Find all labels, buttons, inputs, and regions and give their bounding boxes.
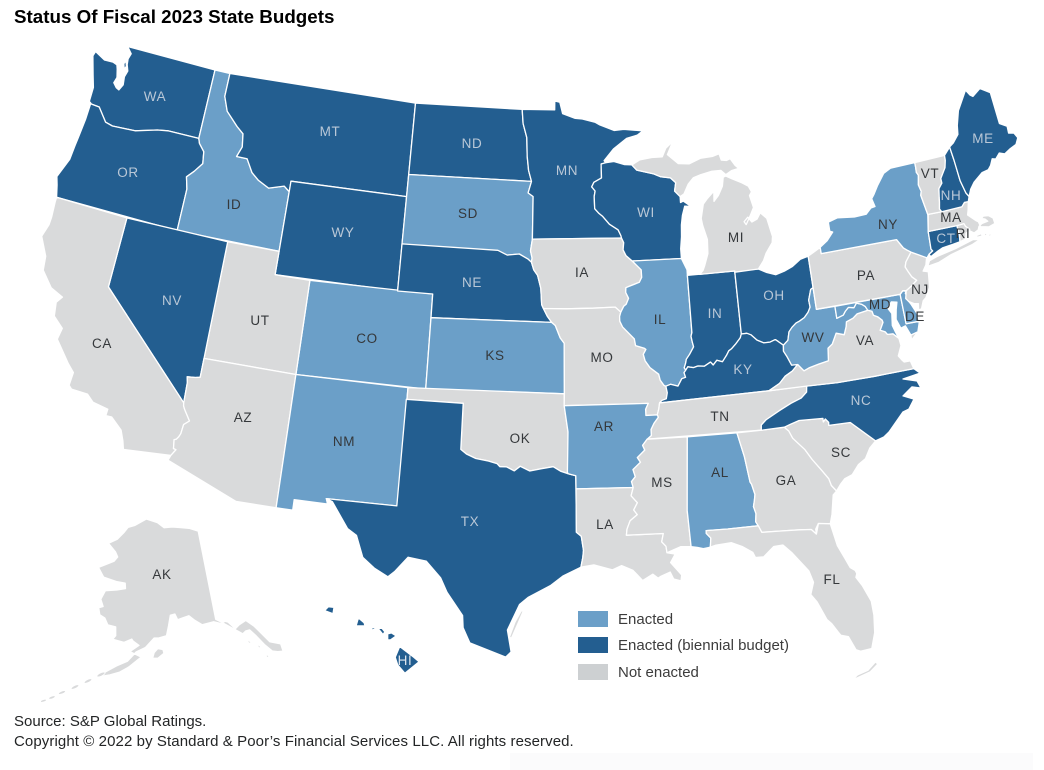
svg-text:VT: VT <box>921 166 939 181</box>
svg-text:WY: WY <box>332 225 355 240</box>
svg-text:TX: TX <box>461 514 479 529</box>
svg-text:FL: FL <box>824 572 841 587</box>
svg-text:Not enacted: Not enacted <box>618 664 699 681</box>
svg-text:OR: OR <box>117 165 138 180</box>
svg-text:OK: OK <box>510 431 531 446</box>
svg-text:AK: AK <box>152 567 171 582</box>
svg-text:ME: ME <box>972 131 993 146</box>
svg-text:WV: WV <box>802 330 825 345</box>
svg-text:MS: MS <box>651 475 672 490</box>
svg-text:OH: OH <box>763 288 784 303</box>
svg-text:NV: NV <box>162 293 182 308</box>
svg-text:DE: DE <box>905 309 925 324</box>
svg-text:Enacted (biennial budget): Enacted (biennial budget) <box>618 637 789 654</box>
svg-text:AL: AL <box>711 465 729 480</box>
svg-text:LA: LA <box>596 517 614 532</box>
svg-text:MI: MI <box>728 230 744 245</box>
svg-text:RI: RI <box>956 226 971 241</box>
svg-text:CT: CT <box>936 231 955 246</box>
svg-text:GA: GA <box>776 473 797 488</box>
svg-text:IN: IN <box>708 306 723 321</box>
svg-text:NE: NE <box>462 275 482 290</box>
svg-text:WA: WA <box>144 89 166 104</box>
svg-text:CA: CA <box>92 336 112 351</box>
svg-text:ID: ID <box>227 197 242 212</box>
svg-text:HI: HI <box>398 653 413 668</box>
svg-text:SD: SD <box>458 206 478 221</box>
svg-text:MA: MA <box>940 210 961 225</box>
svg-text:NJ: NJ <box>911 282 929 297</box>
svg-text:KS: KS <box>485 348 504 363</box>
svg-text:IA: IA <box>575 265 589 280</box>
svg-text:NH: NH <box>941 188 962 203</box>
svg-text:TN: TN <box>710 409 729 424</box>
svg-text:MO: MO <box>591 350 614 365</box>
svg-text:CO: CO <box>356 331 377 346</box>
svg-text:MT: MT <box>320 124 341 139</box>
svg-text:PA: PA <box>857 268 875 283</box>
svg-text:MN: MN <box>556 163 578 178</box>
svg-text:NY: NY <box>878 217 898 232</box>
svg-text:AZ: AZ <box>234 410 252 425</box>
svg-text:ND: ND <box>462 136 483 151</box>
svg-text:VA: VA <box>856 333 874 348</box>
svg-text:IL: IL <box>654 312 666 327</box>
svg-text:UT: UT <box>250 313 269 328</box>
svg-text:KY: KY <box>733 362 752 377</box>
svg-text:MD: MD <box>869 297 891 312</box>
svg-text:AR: AR <box>594 419 614 434</box>
svg-text:WI: WI <box>637 205 655 220</box>
svg-text:NM: NM <box>333 434 355 449</box>
svg-text:SC: SC <box>831 445 851 460</box>
svg-text:NC: NC <box>851 393 872 408</box>
svg-text:Enacted: Enacted <box>618 611 673 628</box>
